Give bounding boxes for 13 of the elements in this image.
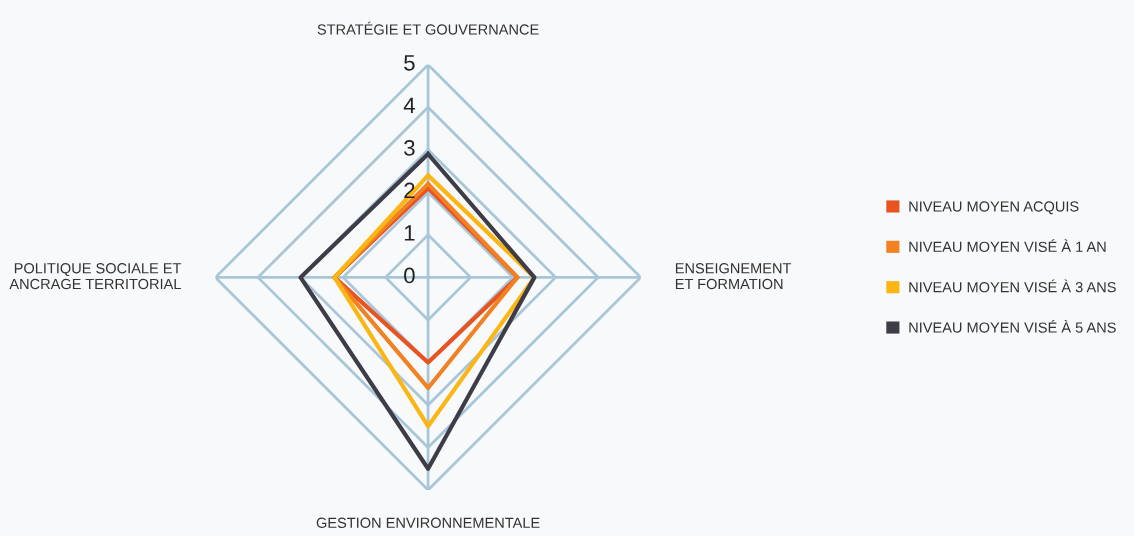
legend-label: NIVEAU MOYEN ACQUIS xyxy=(909,201,1079,215)
spoke-label: GESTION ENVIRONNEMENTALE xyxy=(316,517,540,528)
spoke-label: ENSEIGNEMENT ET FORMATION xyxy=(675,263,792,290)
legend-label: NIVEAU MOYEN VISÉ À 5 ANS xyxy=(909,319,1116,333)
legend-label: NIVEAU MOYEN VISÉ À 3 ANS xyxy=(909,279,1116,293)
y-tick-label: 1 xyxy=(404,225,415,241)
y-tick-label: 5 xyxy=(404,55,415,71)
spoke-label: STRATÉGIE ET GOUVERNANCE xyxy=(317,21,539,35)
y-tick-label: 3 xyxy=(404,140,415,156)
spoke-label: POLITIQUE SOCIALE ET ANCRAGE TERRITORIAL xyxy=(9,263,182,290)
y-tick-label: 4 xyxy=(403,97,415,114)
y-tick-label: 0 xyxy=(404,267,415,284)
legend-label: NIVEAU MOYEN VISÉ À 1 AN xyxy=(909,239,1106,252)
